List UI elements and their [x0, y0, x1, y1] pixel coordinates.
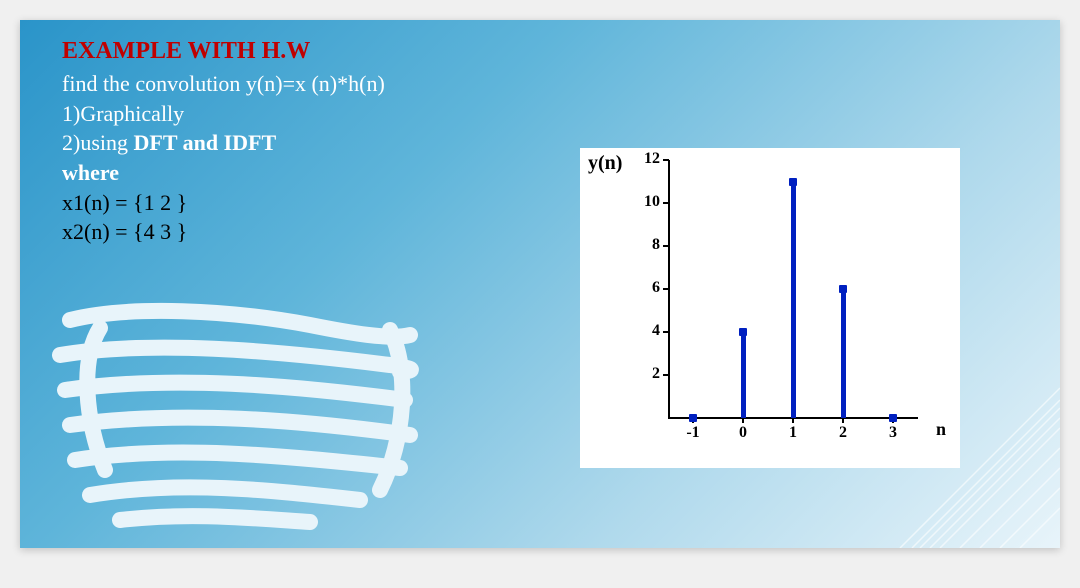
line-4: where — [62, 158, 542, 188]
y-tick-label: 4 — [632, 322, 660, 340]
text-content: EXAMPLE WITH H.W find the convolution y(… — [62, 38, 542, 247]
line-3: 2)using DFT and IDFT — [62, 128, 542, 158]
chart-y-title: y(n) — [588, 152, 622, 175]
y-tick-label: 6 — [632, 279, 660, 297]
line-5: x1(n) = {1 2 } — [62, 188, 542, 218]
slide: EXAMPLE WITH H.W find the convolution y(… — [20, 20, 1060, 548]
stem-marker — [789, 178, 797, 186]
stem-marker — [689, 414, 697, 422]
stem-chart: y(n) n 24681012-10123 — [580, 148, 960, 468]
y-tick-label: 8 — [632, 236, 660, 254]
stem-marker — [739, 328, 747, 336]
x-tick-label: 1 — [789, 424, 797, 442]
chart-x-title: n — [936, 419, 946, 440]
line-1: find the convolution y(n)=x (n)*h(n) — [62, 69, 542, 99]
x-tick-label: 2 — [839, 424, 847, 442]
y-tick-label: 12 — [632, 150, 660, 168]
stem-marker — [839, 285, 847, 293]
line-6: x2(n) = {4 3 } — [62, 217, 542, 247]
line-3b: DFT and IDFT — [134, 130, 277, 155]
scribble-overlay — [50, 300, 450, 530]
stem-marker — [889, 414, 897, 422]
line-2: 1)Graphically — [62, 99, 542, 129]
line-3a: 2)using — [62, 130, 134, 155]
y-tick-label: 2 — [632, 365, 660, 383]
x-tick-label: -1 — [686, 424, 699, 442]
x-tick-label: 0 — [739, 424, 747, 442]
chart-plot-area: 24681012-10123 — [668, 160, 918, 418]
x-tick-label: 3 — [889, 424, 897, 442]
y-tick-label: 10 — [632, 193, 660, 211]
slide-title: EXAMPLE WITH H.W — [62, 38, 542, 65]
